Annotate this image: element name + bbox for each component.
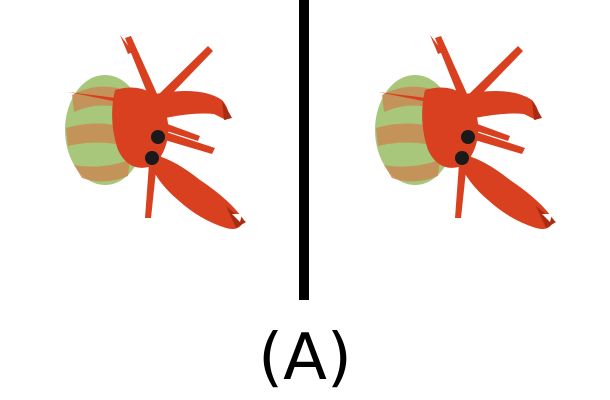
caption-label: (A) xyxy=(258,321,352,395)
hermit-crab-image-left xyxy=(65,35,246,229)
left-panel xyxy=(0,0,300,300)
right-panel xyxy=(310,0,610,300)
panel-divider xyxy=(299,0,309,300)
hermit-crab-image-right xyxy=(375,35,556,229)
